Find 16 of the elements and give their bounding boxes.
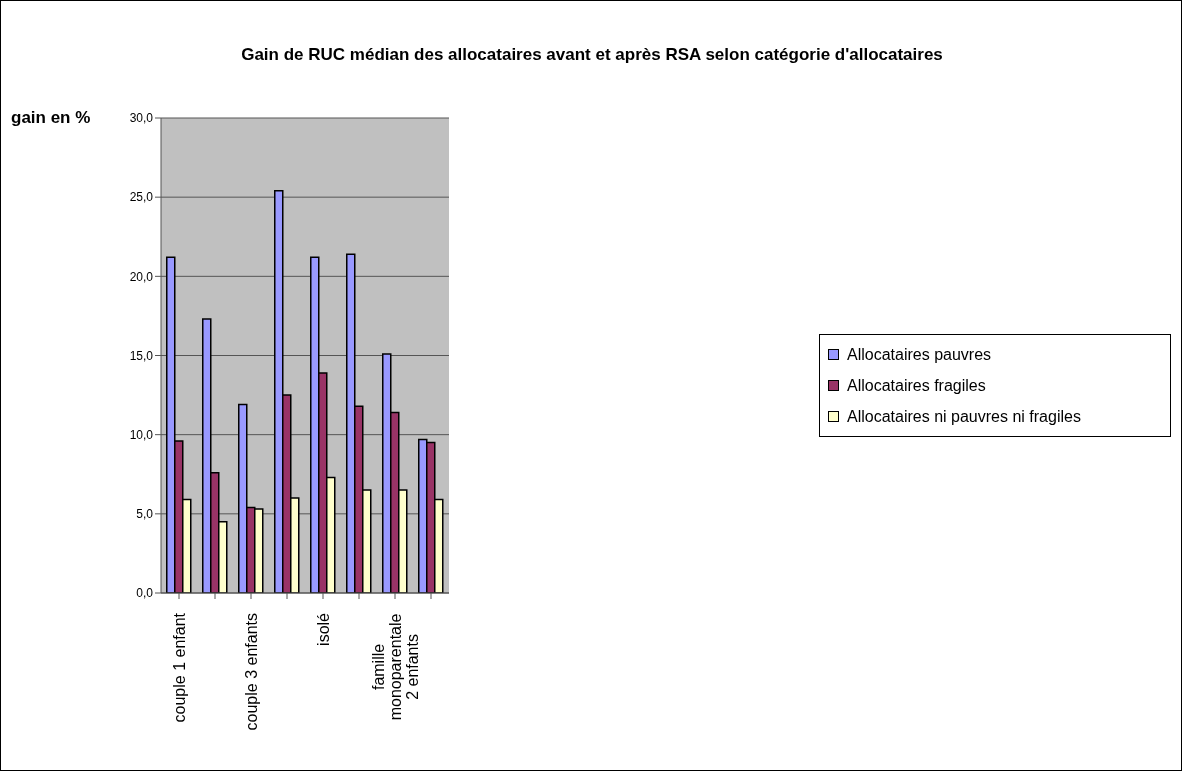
y-tick-label: 20,0 xyxy=(129,269,154,284)
y-tick-label: 15,0 xyxy=(129,348,154,363)
y-tick-label: 30,0 xyxy=(129,111,154,126)
y-tick-label: 0,0 xyxy=(136,586,154,601)
y-axis-title: gain en % xyxy=(11,108,91,128)
text: Gain de RUC médian des allocataires avant et après RSA selon catégorie d'allocataires xyxy=(240,45,944,65)
x-tick-label: isolé xyxy=(315,612,332,646)
x-tick-label: famille monoparentale 2 enfants xyxy=(370,613,421,721)
y-tick-label: 25,0 xyxy=(129,190,154,205)
x-tick-label: couple 3 enfants xyxy=(243,613,260,731)
y-tick-label: 10,0 xyxy=(129,427,154,442)
legend-label: Allocataires fragiles xyxy=(847,376,986,395)
y-tick-label: 5,0 xyxy=(136,507,154,522)
legend-label: Allocataires pauvres xyxy=(847,345,992,364)
x-tick-label: couple 1 enfant xyxy=(171,612,188,723)
legend-label: Allocataires ni pauvres ni fragiles xyxy=(847,407,1081,426)
